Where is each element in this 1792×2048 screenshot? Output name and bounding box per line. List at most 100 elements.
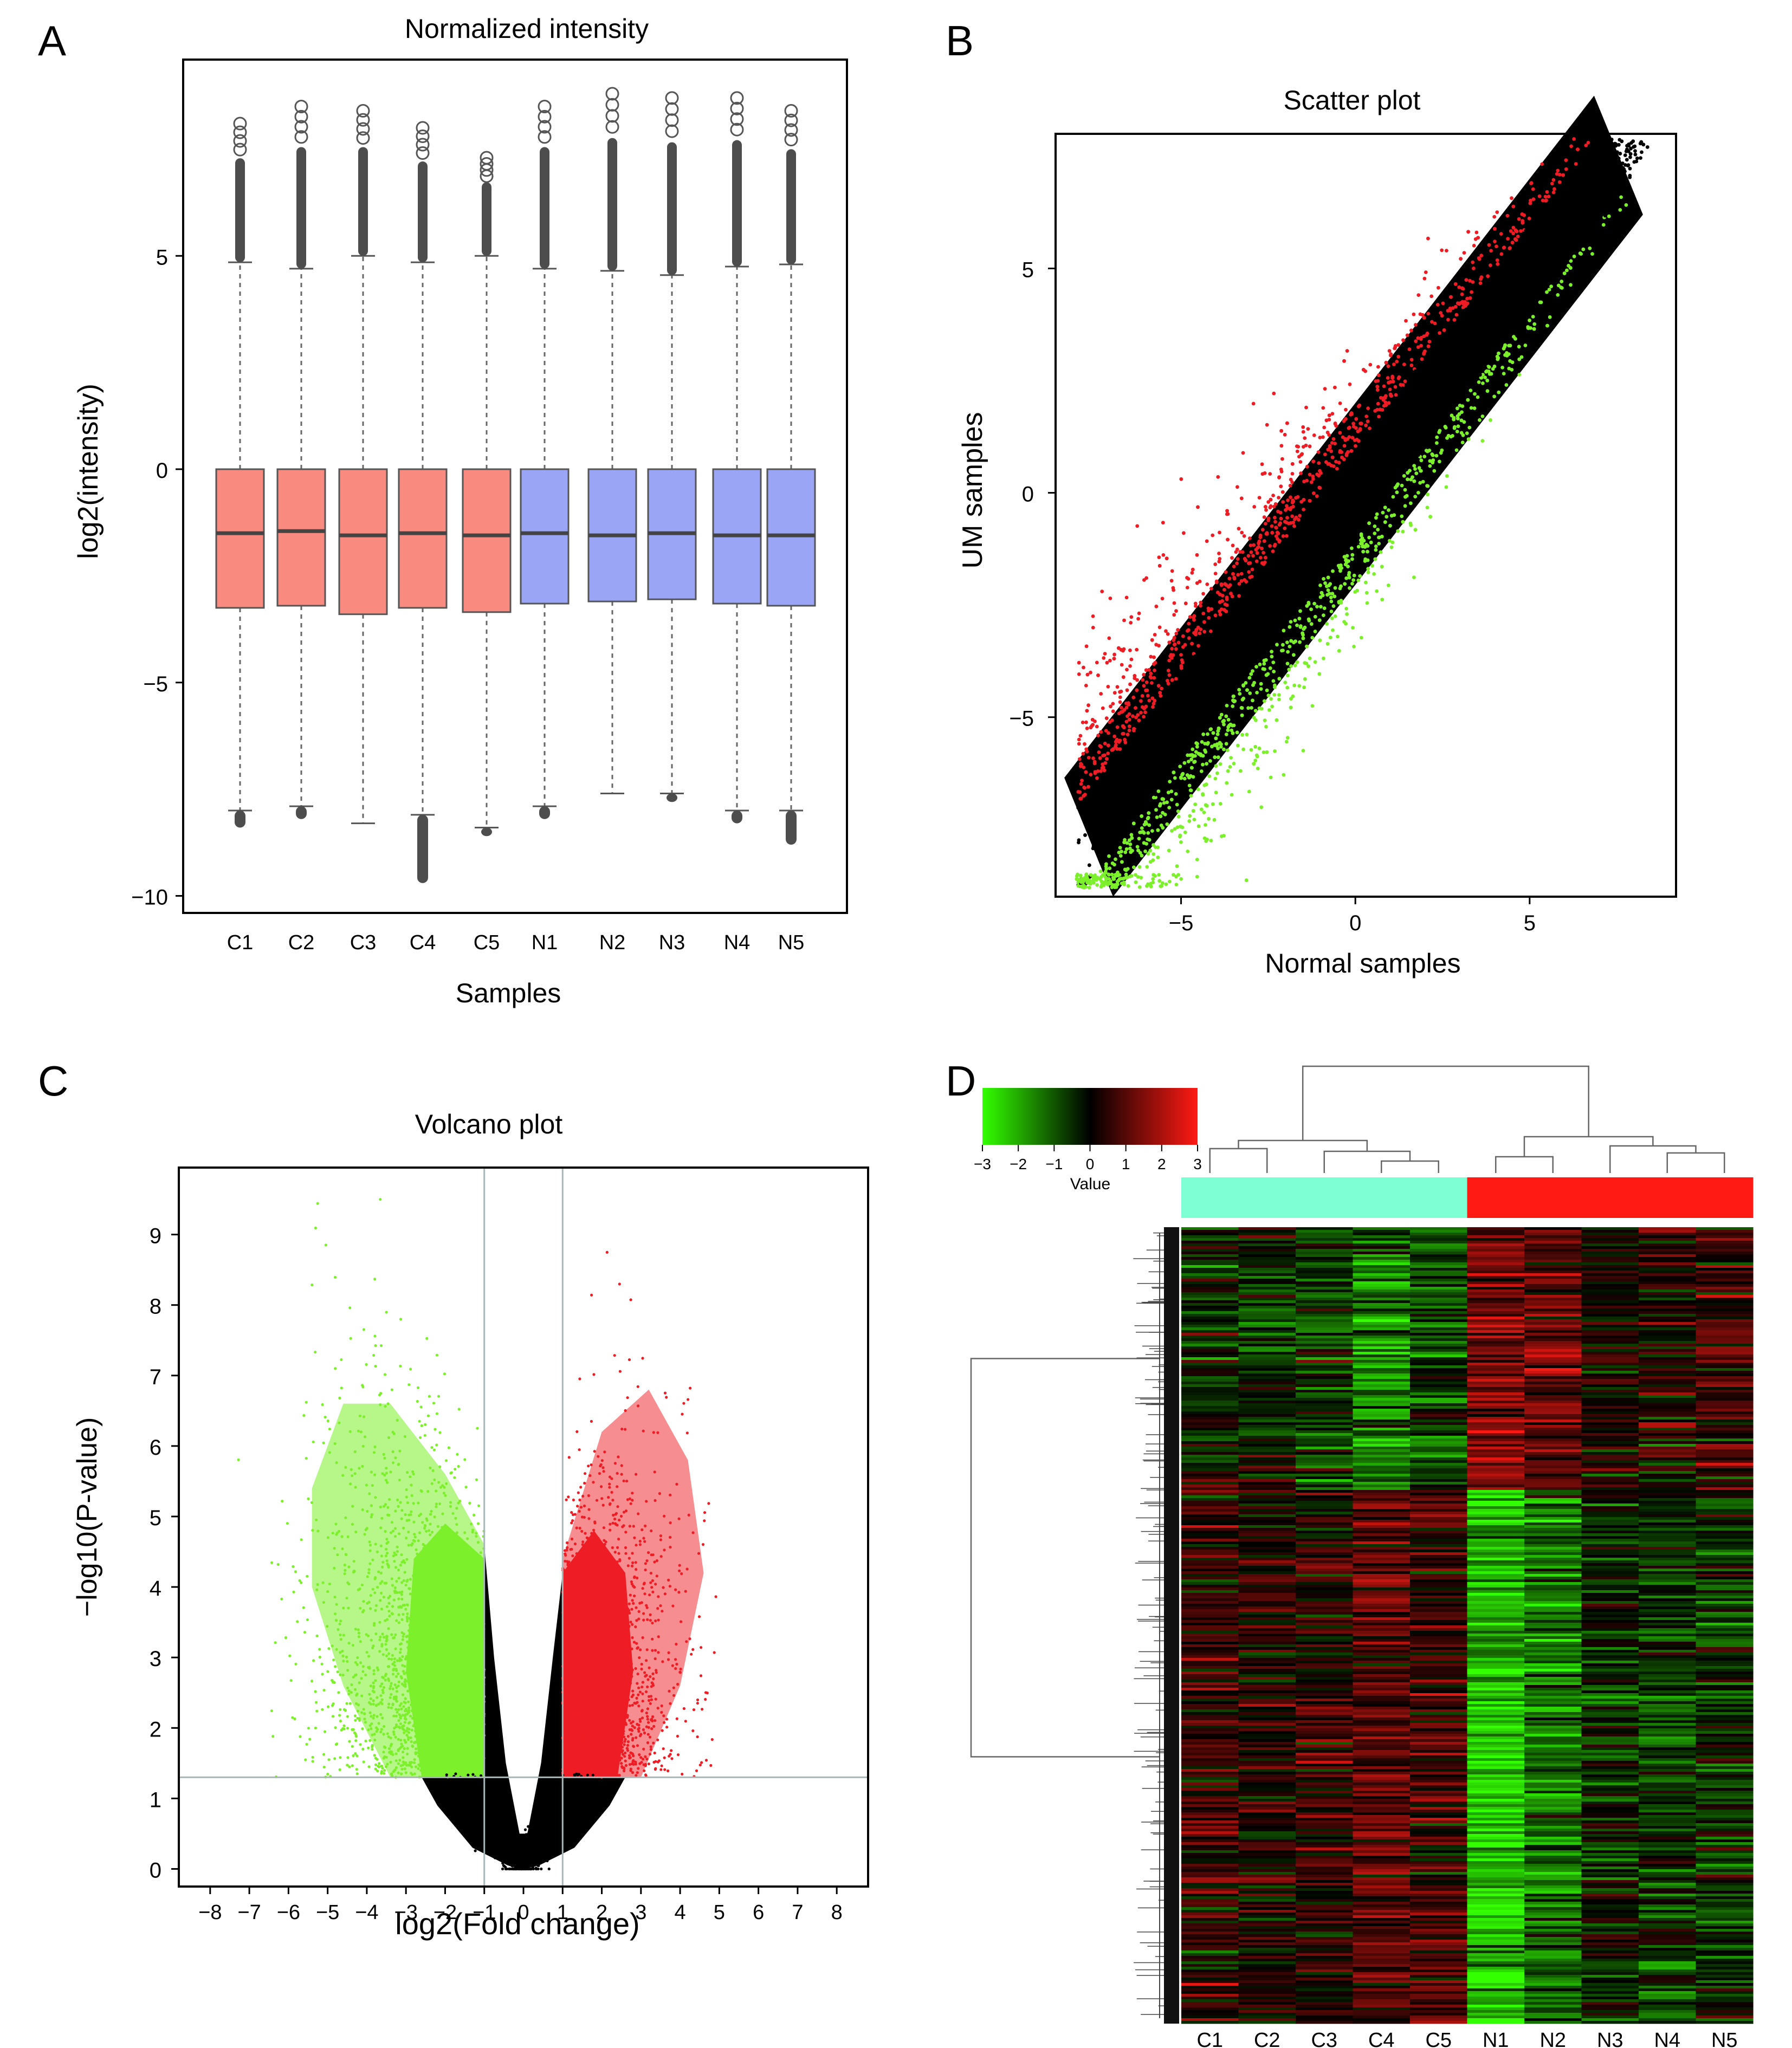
outlier-point [356,104,370,118]
scatter-point [1276,509,1280,514]
volcano-point [389,1531,393,1534]
volcano-point [378,1638,381,1642]
volcano-point [406,1471,409,1474]
scatter-point [1400,427,1405,431]
volcano-point [373,1738,377,1742]
volcano-point [457,1464,460,1468]
outlier-band-upper [296,147,306,269]
outlier-band-upper [786,149,796,264]
volcano-point [443,1372,447,1376]
scatter-point [1348,491,1353,495]
volcano-point [311,1528,314,1532]
scatter-point [1262,539,1266,543]
scatter-point [1140,853,1144,858]
scatter-point [1384,473,1388,477]
volcano-point [625,1657,629,1660]
volcano-point [368,1544,372,1547]
volcano-point [365,1651,368,1654]
scatter-point [1205,762,1208,766]
scatter-point [1151,880,1155,885]
volcano-point [466,1537,469,1540]
scatter-point [1628,166,1632,171]
scatter-point [1220,636,1224,640]
scatter-point [1077,757,1082,761]
scatter-point [1178,761,1182,766]
scatter-point [1305,644,1309,649]
volcano-point [445,1657,448,1661]
volcano-point [456,1616,460,1619]
volcano-point [392,1770,396,1773]
volcano-point [564,1626,567,1630]
scatter-point [1417,466,1421,470]
volcano-point [610,1735,613,1739]
scatter-point [1173,776,1177,780]
volcano-point [451,1761,455,1764]
volcano-point [437,1395,441,1398]
volcano-point [371,1587,374,1591]
volcano-point [322,1689,326,1692]
scatter-point [1358,487,1362,491]
volcano-point [442,1547,445,1551]
volcano-point [586,1540,589,1544]
scatter-point [1352,645,1356,649]
scatter-point [1556,168,1560,173]
scatter-point [1402,362,1406,366]
scatter-point [1244,580,1248,584]
volcano-point [575,1586,578,1589]
volcano-point [613,1631,617,1634]
scatter-point [1478,373,1482,377]
scatter-point [1285,640,1289,644]
scatter-point [1350,553,1355,557]
scatter-point [1492,306,1496,310]
scatter-point [1607,150,1612,154]
scatter-point [1335,466,1339,471]
scatter-point [1580,231,1584,236]
scatter-point [1233,667,1237,672]
volcano-point [622,1635,625,1638]
scatter-point [1520,212,1524,216]
scatter-point [1148,767,1153,771]
scatter-point [1478,418,1482,422]
scatter-point [1513,237,1517,241]
volcano-point [394,1759,398,1762]
volcano-point [667,1651,670,1654]
volcano-point [391,1673,395,1676]
scatter-point [1407,446,1412,451]
scatter-point [1539,257,1544,261]
scatter-point [1458,386,1461,391]
volcano-point [429,1513,432,1516]
scatter-point [1112,801,1117,805]
scatter-point [1084,720,1088,724]
volcano-point [373,1622,376,1625]
scatter-point [1272,504,1276,509]
volcano-point [360,1677,363,1680]
scatter-point [1291,555,1295,559]
volcano-point [423,1568,426,1571]
scatter-point [1394,436,1398,440]
scatter-point [1210,720,1214,723]
scatter-point [1340,455,1344,459]
volcano-point [613,1733,616,1736]
scatter-point [1200,676,1204,680]
scatter-point [1328,500,1331,504]
scatter-point [1129,833,1134,837]
volcano-point [376,1715,379,1718]
scatter-point [1396,529,1400,533]
scatter-point [1271,660,1276,664]
volcano-point [455,1765,458,1768]
scatter-point [1331,502,1335,506]
scatter-point [1342,555,1347,559]
scatter-point [1164,882,1168,886]
scatter-point [1574,170,1577,174]
scatter-point [1173,709,1178,714]
volcano-point [447,1746,450,1749]
volcano-point [398,1651,402,1654]
volcano-point [608,1568,611,1571]
volcano-point [631,1492,634,1495]
scatter-point [1386,584,1390,587]
volcano-point [469,1586,473,1589]
volcano-point [356,1709,360,1713]
scatter-point [1360,443,1363,447]
volcano-point [392,1730,396,1734]
scatter-point [1545,243,1550,247]
